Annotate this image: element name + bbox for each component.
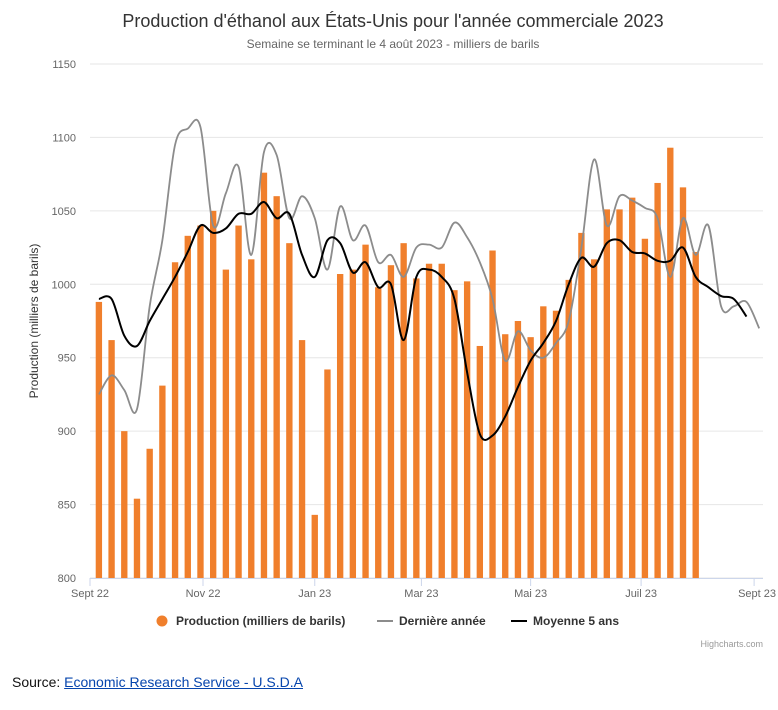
production-bar[interactable] [184, 235, 191, 578]
x-tick-label: Nov 22 [186, 588, 221, 600]
chart-title: Production d'éthanol aux États-Unis pour… [122, 11, 663, 31]
production-bar[interactable] [616, 209, 623, 579]
source-link[interactable]: Economic Research Service - U.S.D.A [64, 674, 303, 690]
y-tick-label: 1050 [52, 206, 76, 218]
five-year-average-line[interactable] [98, 201, 748, 441]
highcharts-credits[interactable]: Highcharts.com [700, 639, 763, 649]
production-bar[interactable] [463, 281, 471, 578]
legend-item-3[interactable]: Moyenne 5 ans [511, 614, 619, 628]
production-bar[interactable] [425, 263, 433, 578]
production-bar[interactable] [540, 306, 547, 578]
source-line: Source: Economic Research Service - U.S.… [12, 674, 303, 690]
production-bar[interactable] [286, 243, 293, 578]
production-bar[interactable] [629, 197, 636, 578]
production-bar[interactable] [159, 385, 166, 578]
production-bars [95, 147, 699, 579]
x-tick-label: Sept 22 [71, 588, 109, 600]
production-bar[interactable] [171, 262, 179, 578]
production-bar[interactable] [121, 431, 128, 578]
x-tick-label: Sept 23 [738, 588, 776, 600]
production-bar[interactable] [413, 278, 420, 578]
production-bar[interactable] [133, 498, 141, 578]
production-bar[interactable] [476, 345, 484, 578]
legend-label: Dernière année [399, 614, 486, 628]
y-axis-title: Production (milliers de barils) [27, 244, 41, 399]
y-tick-label: 950 [58, 353, 76, 365]
production-bar[interactable] [260, 172, 268, 578]
production-bar[interactable] [273, 196, 280, 578]
production-bar[interactable] [438, 263, 445, 578]
y-tick-label: 800 [58, 573, 76, 585]
legend-label: Moyenne 5 ans [533, 614, 619, 628]
x-tick-label: Mai 23 [514, 588, 547, 600]
last-year-line[interactable] [98, 118, 761, 414]
production-bar[interactable] [489, 250, 496, 578]
x-tick-label: Juil 23 [625, 588, 657, 600]
production-bar[interactable] [375, 287, 382, 578]
chart: Production d'éthanol aux États-Unis pour… [27, 11, 776, 649]
production-bar[interactable] [387, 265, 395, 578]
y-tick-label: 850 [58, 500, 76, 512]
production-bar[interactable] [692, 251, 699, 578]
production-bar[interactable] [527, 337, 534, 578]
line-series [98, 118, 761, 441]
production-bar[interactable] [502, 334, 509, 578]
production-bar[interactable] [146, 448, 153, 578]
production-bar[interactable] [552, 310, 560, 578]
production-bar[interactable] [222, 269, 230, 578]
x-tick-label: Mar 23 [404, 588, 438, 600]
production-bar[interactable] [324, 369, 331, 578]
production-bar[interactable] [578, 232, 585, 578]
production-bar[interactable] [235, 225, 242, 579]
y-tick-label: 1000 [52, 279, 76, 291]
production-bar[interactable] [590, 259, 598, 578]
x-axis: Sept 22 Nov 22 Jan 23 Mar 23 Mai 23 Juil 23 Se… [71, 578, 776, 600]
production-bar[interactable] [248, 259, 255, 578]
y-tick-label: 1150 [52, 59, 76, 71]
production-bar[interactable] [514, 321, 522, 578]
chart-subtitle: Semaine se terminant le 4 août 2023 - mi… [247, 37, 540, 51]
legend-item-1[interactable]: Production (milliers de barils) [156, 614, 346, 628]
production-bar[interactable] [654, 182, 661, 578]
production-bar[interactable] [298, 340, 306, 578]
production-bar[interactable] [362, 244, 369, 579]
production-bar[interactable] [95, 301, 103, 578]
production-bar[interactable] [209, 210, 217, 578]
production-bar[interactable] [565, 279, 572, 578]
legend-dot [156, 615, 168, 627]
production-bar[interactable] [451, 290, 458, 578]
production-bar[interactable] [197, 225, 204, 579]
production-bar[interactable] [603, 209, 610, 579]
production-bar[interactable] [311, 514, 318, 578]
y-tick-label: 1100 [52, 132, 76, 144]
legend-label: Production (milliers de barils) [176, 614, 345, 628]
production-bar[interactable] [108, 340, 115, 578]
y-tick-label: 900 [58, 426, 76, 438]
y-axis-ticks: 800 850 900 950 1000 1050 1100 1150 [52, 59, 76, 585]
production-bar[interactable] [349, 269, 357, 578]
production-bar[interactable] [667, 147, 674, 579]
legend: Production (milliers de barils) Dernière … [156, 614, 619, 628]
production-bar[interactable] [400, 243, 407, 578]
source-prefix: Source: [12, 674, 65, 690]
legend-item-2[interactable]: Dernière année [377, 614, 486, 628]
x-tick-label: Jan 23 [298, 588, 331, 600]
production-bar[interactable] [679, 187, 687, 579]
production-bar[interactable] [641, 238, 649, 578]
production-bar[interactable] [336, 274, 344, 578]
